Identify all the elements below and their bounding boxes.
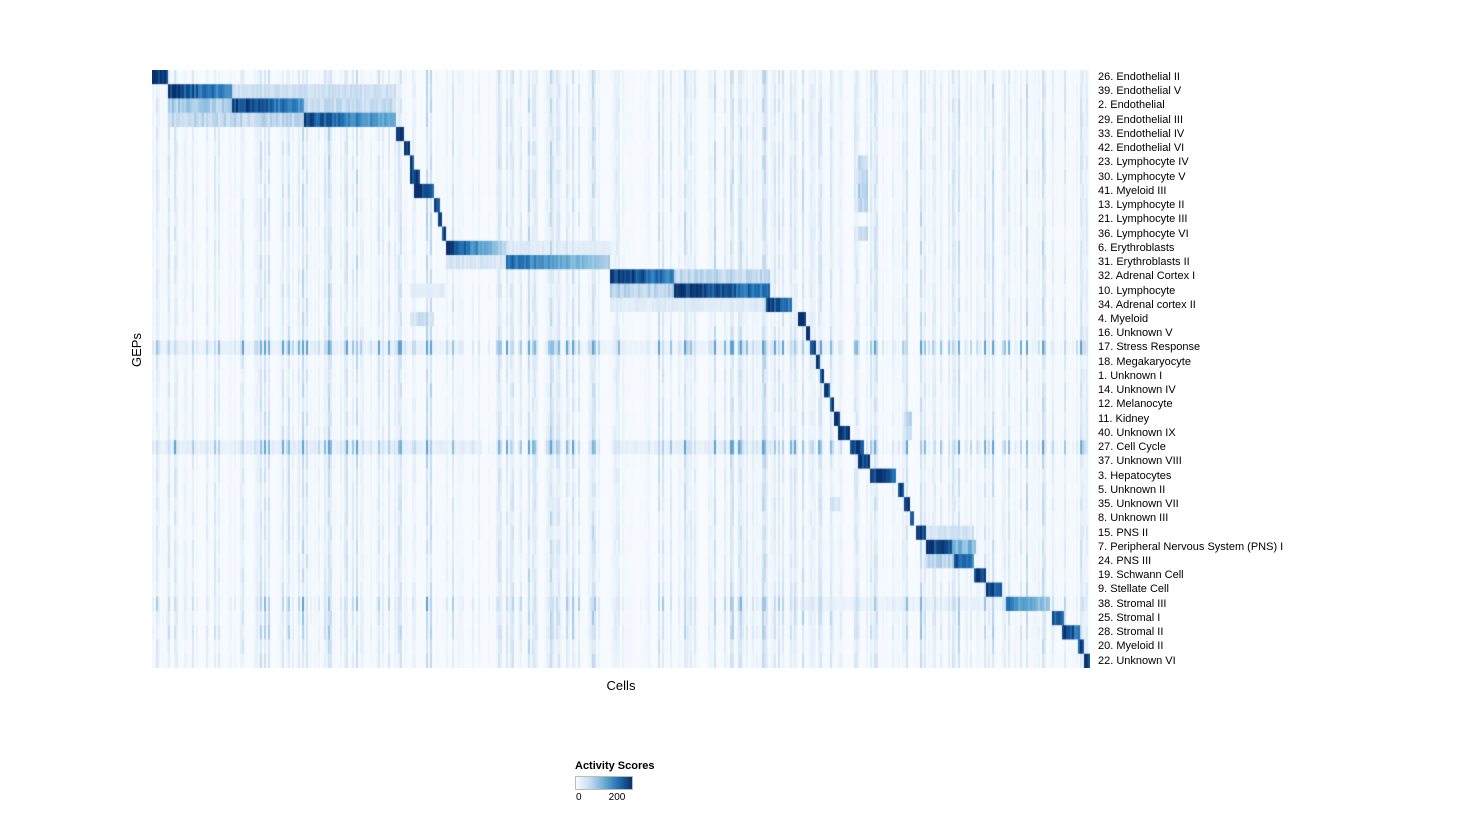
gep-row-label: 42. Endothelial VI (1098, 142, 1185, 155)
gep-row-label: 28. Stromal II (1098, 626, 1164, 639)
legend-title: Activity Scores (575, 760, 655, 772)
gep-row-label: 7. Peripheral Nervous System (PNS) I (1098, 540, 1284, 553)
gep-row-label: 18. Megakaryocyte (1098, 355, 1191, 368)
gep-row-label: 21. Lymphocyte III (1098, 213, 1188, 226)
gep-row-label: 13. Lymphocyte II (1098, 199, 1185, 212)
x-axis-label: Cells (606, 678, 636, 693)
gep-row-label: 3. Hepatocytes (1098, 469, 1172, 482)
y-axis-label: GEPs (129, 333, 144, 367)
gep-row-label: 23. Lymphocyte IV (1098, 156, 1189, 169)
gep-row-label: 32. Adrenal Cortex I (1098, 270, 1196, 283)
legend: Activity Scores 0 200 (575, 760, 705, 804)
gep-row-label: 17. Stress Response (1098, 341, 1201, 354)
gep-row-label: 24. PNS III (1098, 554, 1152, 567)
gep-row-label: 4. Myeloid (1098, 312, 1149, 325)
gep-row-label: 22. Unknown VI (1098, 654, 1176, 667)
legend-tick-min: 0 (576, 792, 582, 803)
gep-row-label: 25. Stromal I (1098, 611, 1161, 624)
legend-ticks: 0 200 (575, 790, 631, 804)
gep-row-label: 5. Unknown II (1098, 483, 1166, 496)
legend-tick-max: 200 (608, 792, 626, 803)
gep-row-label: 8. Unknown III (1098, 512, 1169, 525)
gep-row-label: 34. Adrenal cortex II (1098, 298, 1196, 311)
gep-row-label: 29. Endothelial III (1098, 113, 1184, 126)
gep-row-label: 11. Kidney (1098, 412, 1150, 425)
gep-row-label: 16. Unknown V (1098, 327, 1173, 340)
gep-row-label: 27. Cell Cycle (1098, 441, 1166, 454)
gep-row-label: 19. Schwann Cell (1098, 569, 1184, 582)
gep-row-label: 39. Endothelial V (1098, 85, 1182, 98)
gep-row-label: 38. Stromal III (1098, 597, 1167, 610)
legend-colorbar (575, 776, 633, 790)
gep-row-label: 15. PNS II (1098, 526, 1149, 539)
gep-row-label: 30. Lymphocyte V (1098, 170, 1186, 183)
gep-row-label: 26. Endothelial II (1098, 71, 1180, 83)
gep-labels: 26. Endothelial II 39. Endothelial V 2. En… (1098, 70, 1448, 668)
heatmap-canvas (152, 70, 1090, 668)
gep-row-label: 36. Lymphocyte VI (1098, 227, 1189, 240)
gep-row-label: 2. Endothelial (1098, 99, 1165, 112)
gep-row-label: 1. Unknown I (1098, 369, 1163, 382)
gep-row-label: 31. Erythroblasts II (1098, 256, 1190, 269)
gep-row-label: 10. Lymphocyte (1098, 284, 1176, 297)
gep-row-label: 35. Unknown VII (1098, 498, 1179, 511)
gep-row-label: 6. Erythroblasts (1098, 241, 1175, 254)
gep-row-label: 20. Myeloid II (1098, 640, 1164, 653)
gep-row-label: 37. Unknown VIII (1098, 455, 1182, 468)
gep-row-label: 9. Stellate Cell (1098, 583, 1169, 596)
gep-row-label: 40. Unknown IX (1098, 426, 1176, 439)
gep-row-label: 33. Endothelial IV (1098, 127, 1185, 140)
gep-row-label: 41. Myeloid III (1098, 184, 1167, 197)
gep-row-label: 12. Melanocyte (1098, 398, 1173, 411)
gep-row-label: 14. Unknown IV (1098, 384, 1176, 397)
